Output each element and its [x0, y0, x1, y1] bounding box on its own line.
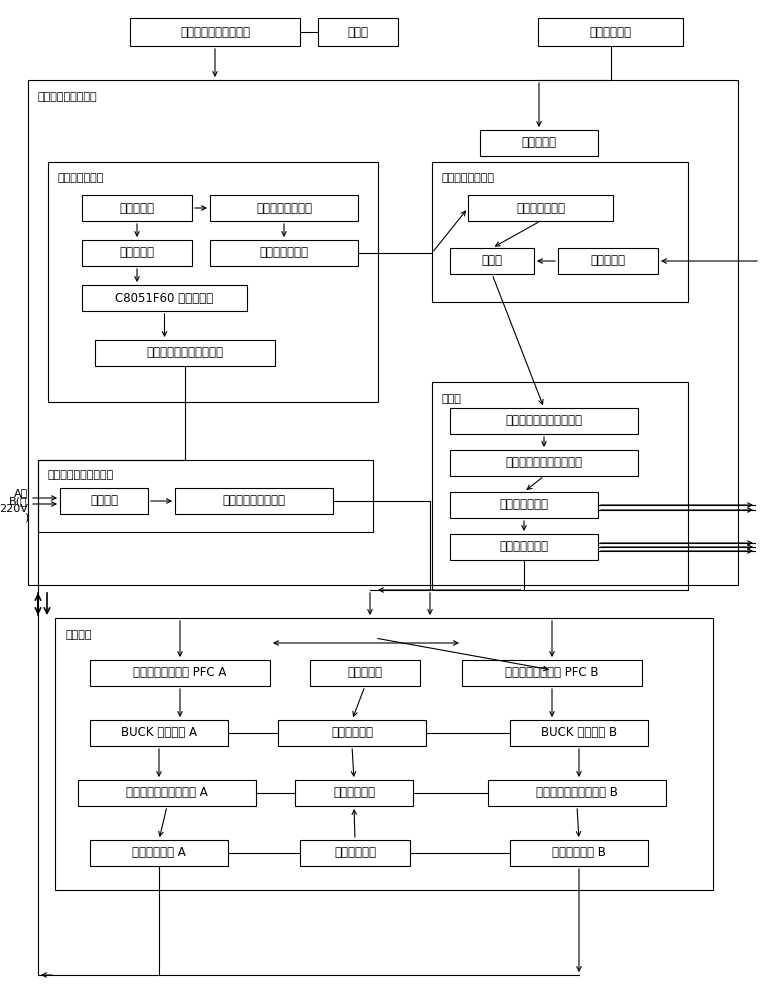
Bar: [78, 780, 256, 806]
Text: 220V: 220V: [0, 504, 28, 514]
Bar: [450, 534, 598, 560]
Text: C8051F60 采集控制板: C8051F60 采集控制板: [116, 292, 213, 304]
Bar: [55, 618, 713, 890]
Bar: [295, 780, 413, 806]
Text: 步进电机控制器: 步进电机控制器: [516, 202, 565, 215]
Bar: [450, 408, 638, 434]
Bar: [82, 195, 192, 221]
Text: BUCK 调压模块 B: BUCK 调压模块 B: [541, 726, 617, 740]
Bar: [175, 488, 333, 514]
Bar: [300, 840, 410, 866]
Bar: [488, 780, 666, 806]
Text: 逆变换向模块 B: 逆变换向模块 B: [552, 846, 606, 859]
Text: 井下仪器供电电压互感器: 井下仪器供电电压互感器: [505, 414, 582, 428]
Text: 功率因数校正模块 PFC A: 功率因数校正模块 PFC A: [133, 666, 226, 680]
Bar: [278, 720, 426, 746]
Text: ): ): [24, 512, 28, 522]
Text: 传感器: 传感器: [442, 394, 462, 404]
Text: 逆变换向模块 A: 逆变换向模块 A: [132, 846, 186, 859]
Text: 高压开关: 高压开关: [90, 494, 118, 508]
Bar: [450, 492, 598, 518]
Text: 液晶显示器: 液晶显示器: [521, 136, 557, 149]
Text: 数据采集笔记本计算机: 数据采集笔记本计算机: [180, 25, 250, 38]
Bar: [210, 195, 358, 221]
Bar: [60, 488, 148, 514]
Text: A、: A、: [14, 488, 28, 498]
Text: 电机电流互感器: 电机电流互感器: [500, 498, 548, 512]
Text: 井下仪器供电电流互感器: 井下仪器供电电流互感器: [505, 456, 582, 470]
Text: 绞车深度装置: 绞车深度装置: [590, 25, 631, 38]
Text: 井下电机电源控制系统: 井下电机电源控制系统: [48, 470, 114, 480]
Bar: [462, 660, 642, 686]
Text: 通讯存储板: 通讯存储板: [119, 246, 155, 259]
Text: 高频正弦调制升压模块 B: 高频正弦调制升压模块 B: [536, 786, 618, 800]
Text: 中央控制模块: 中央控制模块: [331, 726, 373, 740]
Bar: [558, 248, 658, 274]
Text: 高频正弦调制升压模块 A: 高频正弦调制升压模块 A: [126, 786, 208, 800]
Bar: [82, 240, 192, 266]
Text: 液晶显示器: 液晶显示器: [347, 666, 383, 680]
Text: 功率因数校正模块 PFC B: 功率因数校正模块 PFC B: [505, 666, 599, 680]
Text: 变频电源: 变频电源: [65, 630, 92, 640]
Bar: [450, 450, 638, 476]
Text: 计算机主板: 计算机主板: [119, 202, 155, 215]
Text: 接触器及反向切换器: 接触器及反向切换器: [223, 494, 286, 508]
Bar: [510, 840, 648, 866]
Bar: [130, 18, 300, 46]
Text: 外围扩展接口电路: 外围扩展接口电路: [256, 202, 312, 215]
Bar: [95, 340, 275, 366]
Bar: [210, 240, 358, 266]
Text: BUCK 调压模块 A: BUCK 调压模块 A: [121, 726, 197, 740]
Text: 信号预处理板: 信号预处理板: [333, 786, 375, 800]
Bar: [468, 195, 613, 221]
Bar: [310, 660, 420, 686]
Bar: [480, 130, 598, 156]
Bar: [318, 18, 398, 46]
Bar: [510, 720, 648, 746]
Bar: [432, 162, 688, 302]
Text: 下井供电电源系统: 下井供电电源系统: [442, 173, 495, 183]
Bar: [90, 720, 228, 746]
Bar: [82, 285, 247, 311]
Bar: [28, 80, 738, 585]
Bar: [538, 18, 683, 46]
Text: 绘图仪: 绘图仪: [347, 25, 369, 38]
Text: 传感器预处理板: 传感器预处理板: [259, 246, 309, 259]
Text: 钻进取心地面控制箱: 钻进取心地面控制箱: [38, 92, 98, 102]
Text: 外围接口单元: 外围接口单元: [334, 846, 376, 859]
Text: 电机电压互感器: 电机电压互感器: [500, 540, 548, 554]
Bar: [38, 460, 373, 532]
Text: B(～: B(～: [9, 496, 28, 506]
Text: 步进电机驱动及继电器板: 步进电机驱动及继电器板: [146, 347, 223, 360]
Bar: [90, 840, 228, 866]
Text: 变压器: 变压器: [481, 254, 503, 267]
Bar: [450, 248, 534, 274]
Bar: [432, 382, 688, 590]
Text: 核心计算机系统: 核心计算机系统: [58, 173, 105, 183]
Bar: [90, 660, 270, 686]
Text: 自耦调压器: 自耦调压器: [591, 254, 625, 267]
Bar: [48, 162, 378, 402]
